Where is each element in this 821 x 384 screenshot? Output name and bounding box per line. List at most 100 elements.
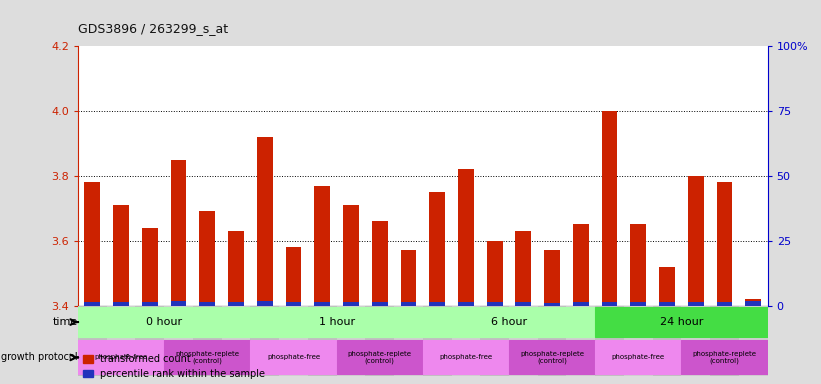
Bar xyxy=(135,306,164,339)
Bar xyxy=(228,302,244,306)
Bar xyxy=(573,225,589,306)
Bar xyxy=(107,306,135,339)
Bar xyxy=(222,339,250,376)
Bar xyxy=(78,306,107,339)
Bar xyxy=(228,231,244,306)
Bar xyxy=(314,185,330,306)
Bar xyxy=(365,306,394,339)
Bar xyxy=(566,306,595,339)
Text: 6 hour: 6 hour xyxy=(491,317,527,327)
Text: phosphate-free: phosphate-free xyxy=(267,354,320,361)
Bar xyxy=(279,306,308,339)
Legend: transformed count, percentile rank within the sample: transformed count, percentile rank withi… xyxy=(83,354,265,379)
Text: phosphate-free: phosphate-free xyxy=(612,354,665,361)
Bar xyxy=(308,306,337,339)
Bar xyxy=(659,302,675,306)
Bar xyxy=(193,306,222,339)
Bar xyxy=(624,339,653,376)
Bar xyxy=(394,339,423,376)
Bar xyxy=(458,302,474,306)
Bar xyxy=(372,221,388,306)
Bar xyxy=(653,306,681,339)
Bar xyxy=(401,302,416,306)
Bar xyxy=(544,303,560,306)
Bar xyxy=(250,339,279,376)
Text: phosphate-free: phosphate-free xyxy=(94,354,148,361)
Bar xyxy=(745,299,761,306)
Bar xyxy=(595,339,624,376)
Bar xyxy=(631,302,646,306)
Bar xyxy=(78,339,107,376)
Bar xyxy=(602,111,617,306)
Bar xyxy=(337,306,365,339)
Bar xyxy=(193,339,222,376)
Bar xyxy=(688,176,704,306)
Bar xyxy=(343,205,359,306)
Text: phosphate-replete
(control): phosphate-replete (control) xyxy=(348,351,411,364)
Text: 24 hour: 24 hour xyxy=(660,317,703,327)
Bar xyxy=(595,307,768,337)
Bar xyxy=(423,341,509,374)
Bar xyxy=(544,250,560,306)
Bar xyxy=(250,307,423,337)
Bar xyxy=(401,250,416,306)
Bar xyxy=(337,339,365,376)
Text: phosphate-replete
(control): phosphate-replete (control) xyxy=(521,351,584,364)
Bar xyxy=(200,302,215,306)
Bar xyxy=(509,306,538,339)
Bar xyxy=(681,306,710,339)
Bar xyxy=(257,301,273,306)
Bar xyxy=(516,302,531,306)
Bar xyxy=(739,339,768,376)
Bar xyxy=(710,306,739,339)
Bar xyxy=(653,339,681,376)
Bar xyxy=(423,306,452,339)
Bar xyxy=(257,137,273,306)
Bar xyxy=(107,339,135,376)
Bar xyxy=(250,306,279,339)
Text: growth protocol: growth protocol xyxy=(1,353,78,362)
Bar xyxy=(538,306,566,339)
Bar xyxy=(343,302,359,306)
Text: time: time xyxy=(53,317,78,327)
Bar xyxy=(509,341,595,374)
Text: phosphate-replete
(control): phosphate-replete (control) xyxy=(176,351,239,364)
Bar xyxy=(487,241,502,306)
Text: phosphate-free: phosphate-free xyxy=(439,354,493,361)
Bar xyxy=(164,341,250,374)
Bar xyxy=(710,339,739,376)
Bar xyxy=(717,302,732,306)
Bar xyxy=(394,306,423,339)
Bar xyxy=(452,339,480,376)
Bar xyxy=(250,341,337,374)
Bar xyxy=(279,339,308,376)
Text: GDS3896 / 263299_s_at: GDS3896 / 263299_s_at xyxy=(78,22,228,35)
Bar xyxy=(595,306,624,339)
Bar xyxy=(423,339,452,376)
Bar xyxy=(452,306,480,339)
Bar xyxy=(681,339,710,376)
Bar xyxy=(538,339,566,376)
Bar xyxy=(135,339,164,376)
Bar xyxy=(429,302,445,306)
Bar xyxy=(164,306,193,339)
Bar xyxy=(480,306,509,339)
Bar xyxy=(509,339,538,376)
Bar xyxy=(516,231,531,306)
Bar xyxy=(85,302,100,306)
Bar xyxy=(681,341,768,374)
Bar xyxy=(602,302,617,306)
Text: 0 hour: 0 hour xyxy=(146,317,182,327)
Bar xyxy=(222,306,250,339)
Bar xyxy=(624,306,653,339)
Bar xyxy=(688,302,704,306)
Bar xyxy=(78,341,164,374)
Bar xyxy=(487,302,502,306)
Bar xyxy=(458,169,474,306)
Bar xyxy=(78,307,250,337)
Bar xyxy=(365,339,394,376)
Bar xyxy=(739,306,768,339)
Bar xyxy=(171,160,186,306)
Bar xyxy=(745,301,761,306)
Bar xyxy=(595,341,681,374)
